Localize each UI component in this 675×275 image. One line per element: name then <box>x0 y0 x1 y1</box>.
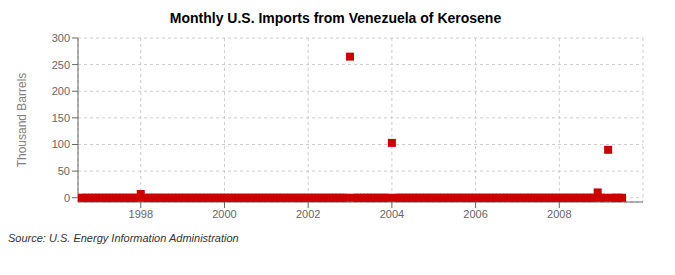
svg-text:Thousand Barrels: Thousand Barrels <box>15 73 29 168</box>
svg-text:2006: 2006 <box>463 208 487 220</box>
svg-text:1998: 1998 <box>129 208 153 220</box>
svg-text:200: 200 <box>52 85 70 97</box>
svg-text:50: 50 <box>58 165 70 177</box>
svg-text:2008: 2008 <box>547 208 571 220</box>
html-text:Monthly U.S. Imports from Vene: Monthly U.S. Imports from Venezuela of K… <box>169 10 502 26</box>
svg-text:2002: 2002 <box>296 208 320 220</box>
svg-text:300: 300 <box>52 32 70 44</box>
svg-text:100: 100 <box>52 138 70 150</box>
svg-text:0: 0 <box>64 192 70 204</box>
html-text:Source: U.S. Energy Informatio: Source: U.S. Energy Information Administ… <box>8 232 239 244</box>
svg-text:250: 250 <box>52 59 70 71</box>
svg-text:150: 150 <box>52 112 70 124</box>
svg-text:2004: 2004 <box>380 208 404 220</box>
svg-text:2000: 2000 <box>212 208 236 220</box>
